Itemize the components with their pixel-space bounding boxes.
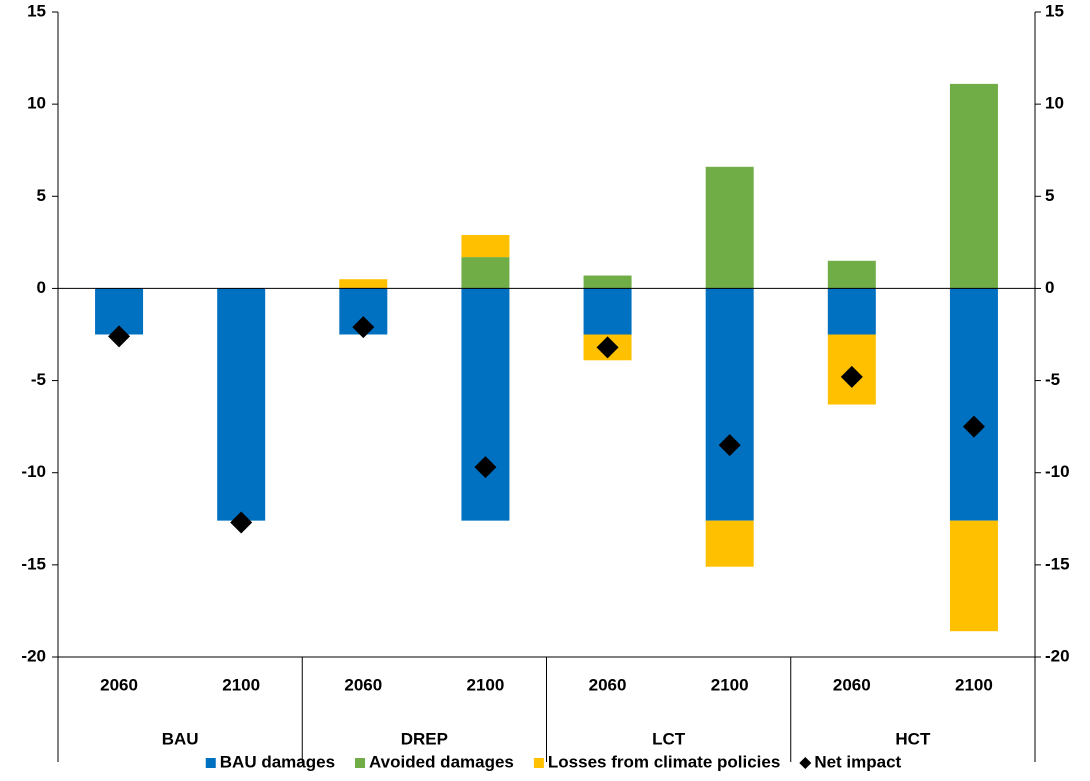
y-tick-label: -20 [21, 646, 46, 665]
bar-segment [949, 520, 998, 632]
y2-tick-label: -10 [1045, 462, 1070, 481]
legend-swatch [205, 758, 216, 768]
bar-segment [461, 257, 510, 289]
net-impact-marker [108, 325, 131, 348]
y2-tick-label: 10 [1045, 94, 1064, 113]
x-tick-label: 2100 [467, 675, 505, 694]
bar-segment [705, 166, 754, 289]
net-impact-marker [474, 456, 497, 479]
bar-segment [705, 288, 754, 521]
bar-segment [339, 279, 388, 289]
bar-segment [583, 288, 632, 335]
group-label: HCT [895, 729, 931, 748]
bar-segment [949, 288, 998, 521]
bar-segment [461, 234, 510, 258]
x-tick-label: 2060 [589, 675, 627, 694]
legend-marker [799, 757, 812, 769]
y-tick-label: 5 [37, 186, 46, 205]
bar-segment [217, 288, 266, 521]
net-impact-marker [840, 365, 863, 388]
legend-swatch [533, 758, 544, 768]
bar-segment [827, 260, 876, 289]
x-tick-label: 2100 [222, 675, 260, 694]
y-tick-label: 15 [27, 1, 46, 20]
y2-tick-label: 5 [1045, 186, 1054, 205]
net-impact-marker [352, 316, 375, 339]
x-tick-label: 2060 [100, 675, 138, 694]
bar-segment [583, 275, 632, 289]
y2-tick-label: 0 [1045, 278, 1054, 297]
y2-tick-label: -15 [1045, 554, 1070, 573]
y2-tick-label: -5 [1045, 370, 1060, 389]
group-label: LCT [652, 729, 686, 748]
group-label: BAU [162, 729, 199, 748]
bar-segment [827, 288, 876, 335]
y-tick-label: -5 [31, 370, 46, 389]
x-tick-label: 2060 [344, 675, 382, 694]
net-impact-marker [718, 434, 741, 457]
y2-tick-label: 15 [1045, 1, 1064, 20]
legend-label: BAU damages [220, 752, 335, 771]
x-tick-label: 2100 [711, 675, 749, 694]
y-tick-label: -10 [21, 462, 46, 481]
y-tick-label: -15 [21, 554, 46, 573]
net-impact-marker [596, 336, 619, 359]
bar-segment [705, 520, 754, 567]
net-impact-marker [230, 511, 253, 534]
x-tick-label: 2100 [955, 675, 993, 694]
bar-segment [949, 83, 998, 289]
legend-swatch [355, 758, 366, 768]
bar-segment [461, 288, 510, 521]
group-label: DREP [401, 729, 448, 748]
y-tick-label: 0 [37, 278, 46, 297]
y-tick-label: 10 [27, 94, 46, 113]
legend-label: Avoided damages [369, 752, 514, 771]
x-tick-label: 2060 [833, 675, 871, 694]
y2-tick-label: -20 [1045, 646, 1070, 665]
legend-label: Losses from climate policies [548, 752, 780, 771]
net-impact-marker [962, 415, 985, 438]
legend-label: Net impact [814, 752, 901, 771]
